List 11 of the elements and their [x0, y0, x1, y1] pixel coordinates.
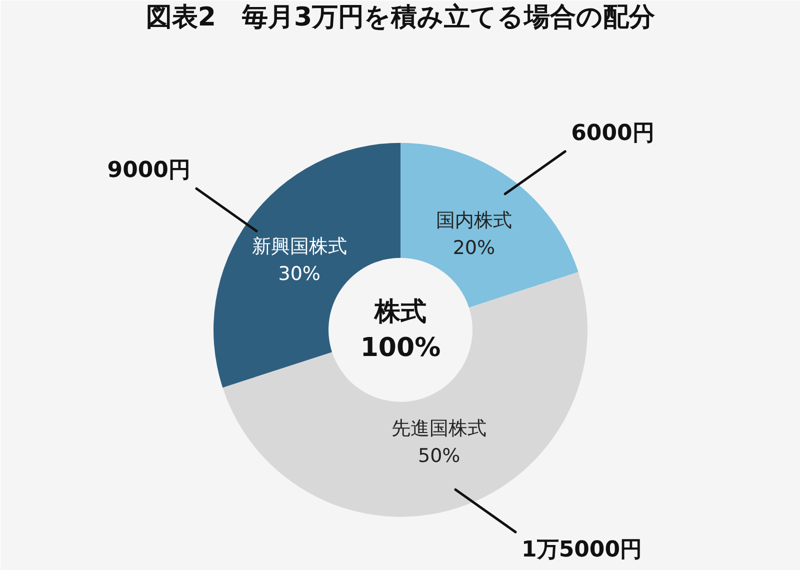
text: 株式 100% — [360, 296, 441, 363]
chart-title: 図表2 毎月3万円を積み立てる場合の配分 — [146, 2, 656, 32]
text: 1万5000円 — [522, 538, 642, 563]
slice-label: 国内株式 — [436, 210, 512, 232]
text: 9000円 — [107, 158, 190, 183]
data-label: 20% — [452, 237, 496, 260]
slice-label: 先進国株式 — [392, 417, 487, 440]
data-label: 50% — [418, 444, 460, 467]
text: 6000円 — [571, 120, 654, 146]
slice-label: 新興国株式 — [252, 236, 347, 258]
data-label: 30% — [278, 263, 320, 286]
